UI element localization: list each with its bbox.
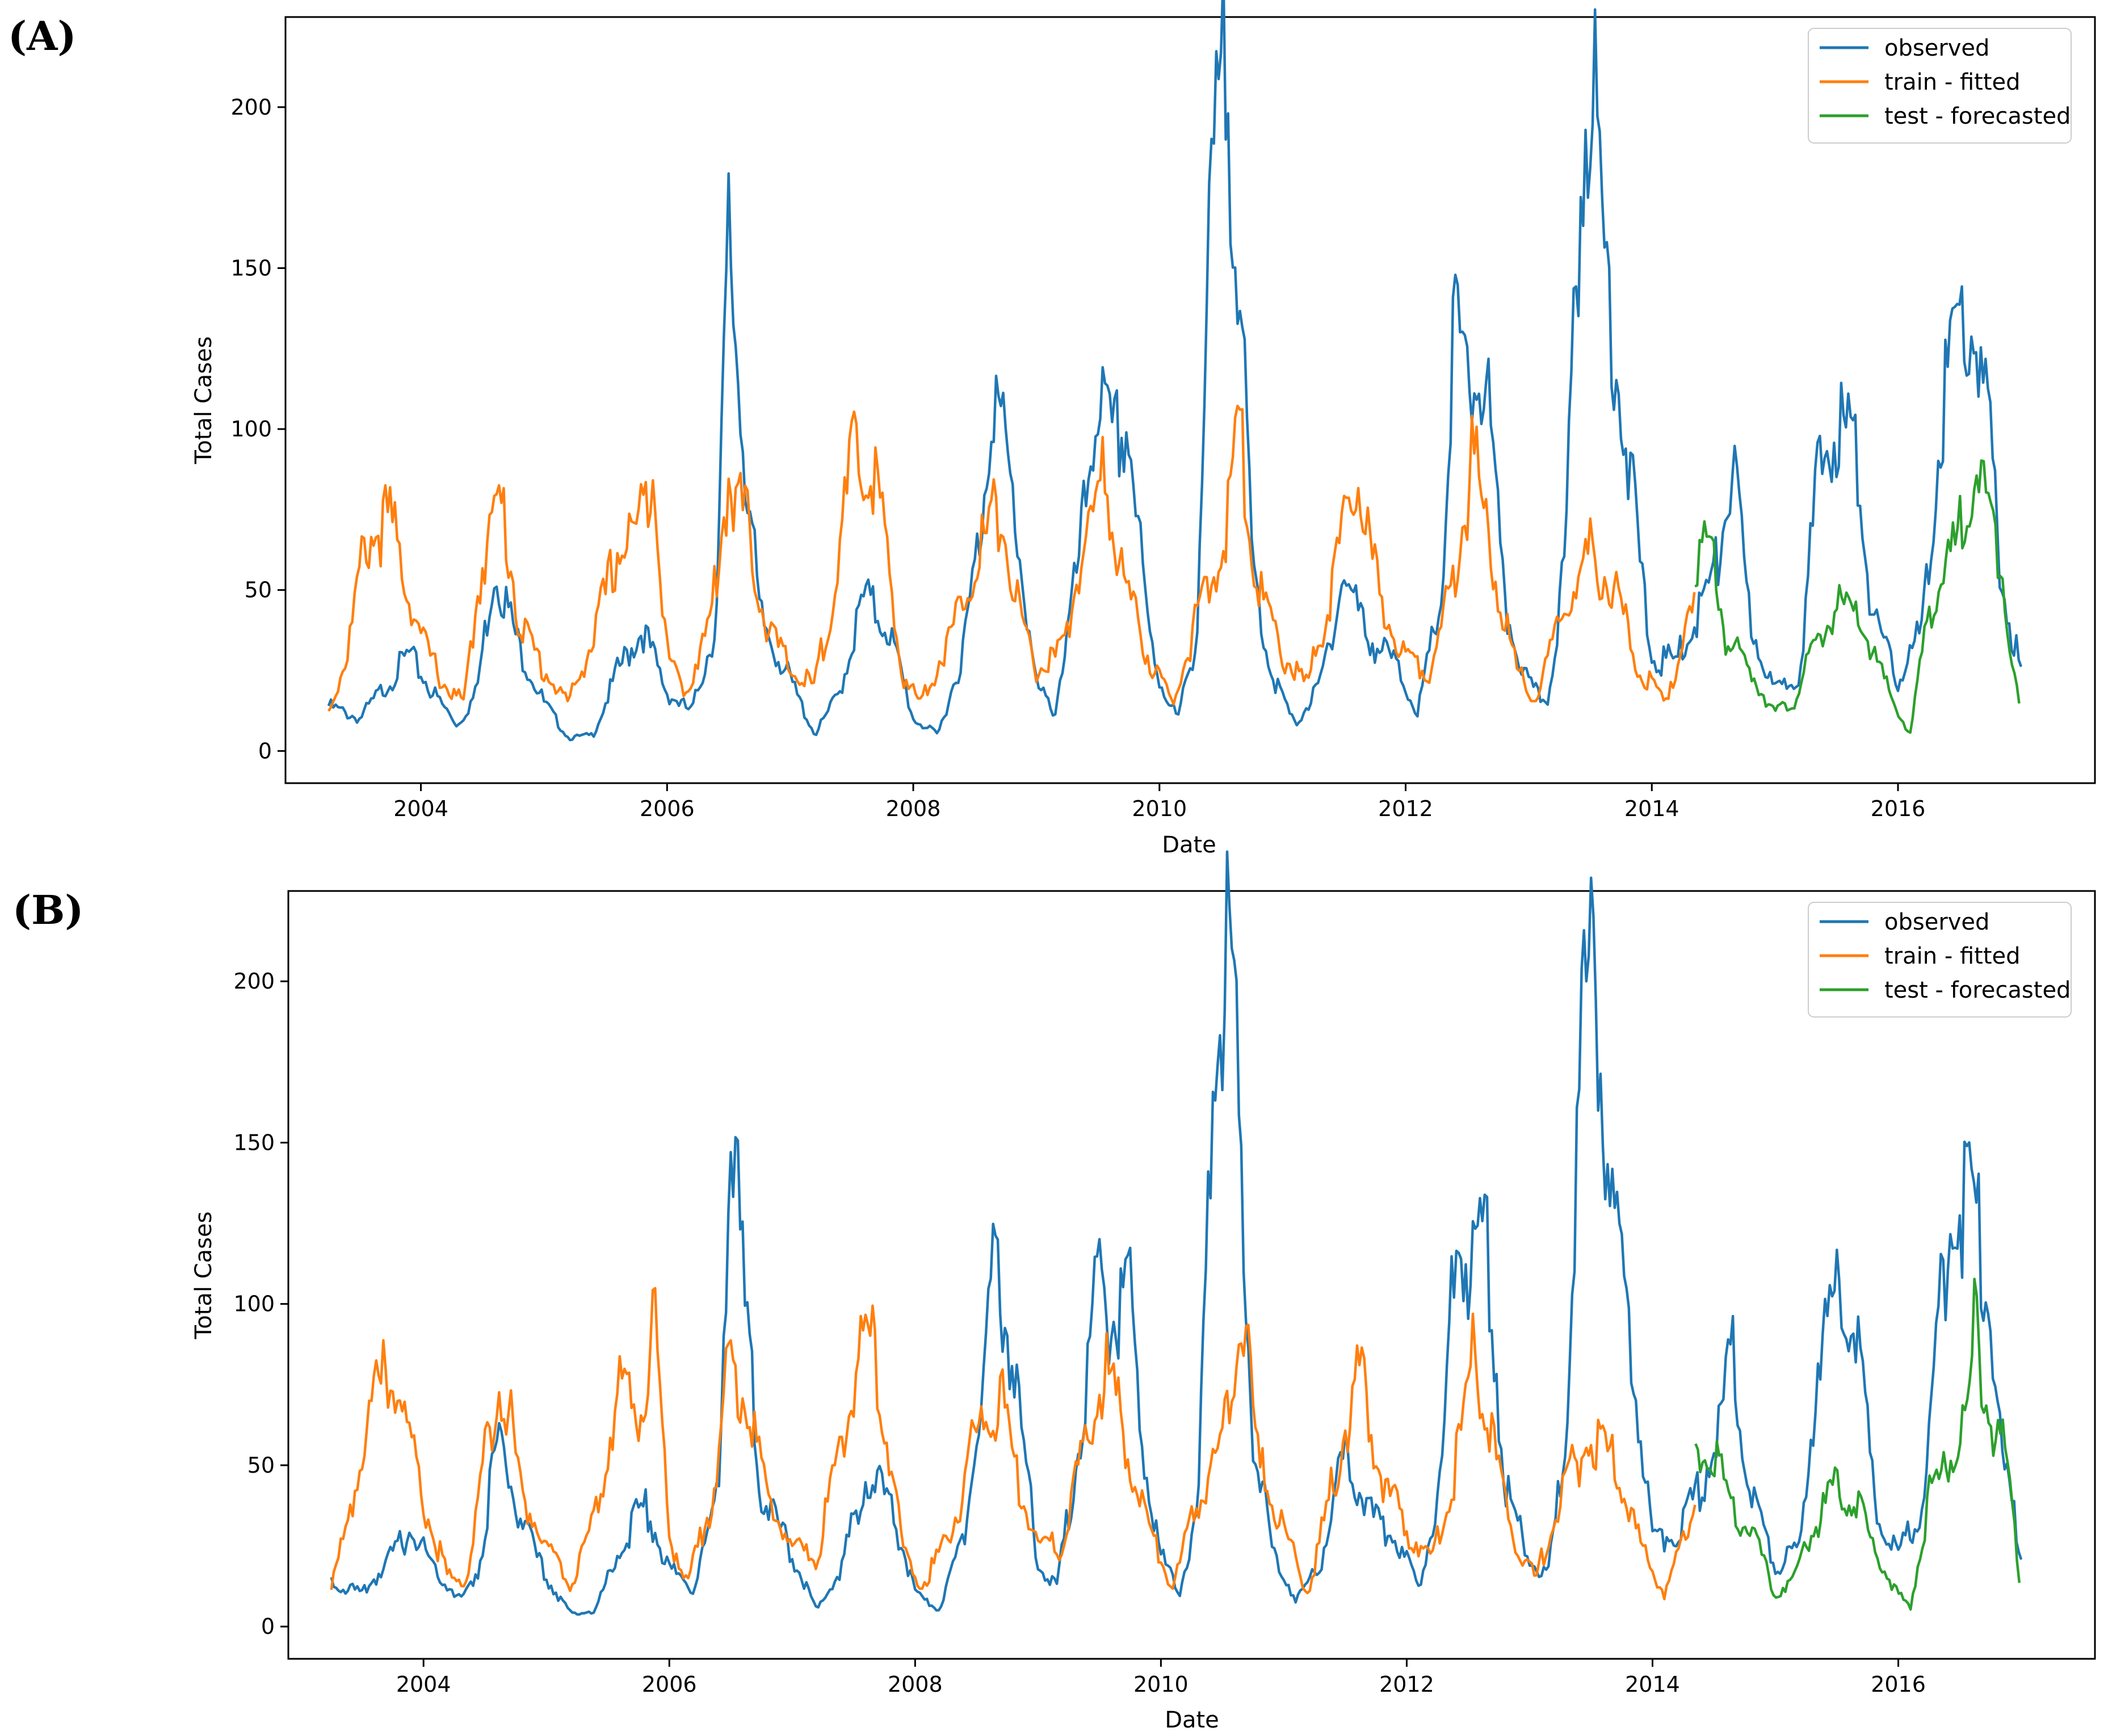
- series-lines: [330, 850, 2023, 1616]
- x-tick-label: 2008: [888, 1672, 943, 1697]
- x-tick-label: 2012: [1379, 1672, 1434, 1697]
- series-line-train-fitted: [327, 405, 1696, 712]
- legend-label-test-forecasted: test - forecasted: [1884, 103, 2071, 129]
- x-tick-label: 2012: [1378, 796, 1433, 821]
- legend: observed train - fitted test - forecaste…: [1808, 28, 2072, 144]
- y-tick-label: 100: [230, 417, 272, 442]
- legend-label-observed: observed: [1884, 909, 1989, 935]
- x-axis-ticks: 2004 2006 2008 2010 2012 2014 2016: [396, 1659, 1926, 1697]
- y-axis-ticks: 0 50 100 150 200: [230, 95, 285, 763]
- legend-label-observed: observed: [1884, 35, 1989, 61]
- panel-a-label: (A): [8, 12, 77, 60]
- plot-area-frame: [284, 16, 2096, 784]
- x-tick-label: 2004: [396, 1672, 451, 1697]
- y-axis-ticks: 0 50 100 150 200: [233, 969, 288, 1639]
- y-axis-label: Total Cases: [191, 1212, 217, 1340]
- series-line-test-forecasted: [1694, 459, 2021, 734]
- legend-box: [1808, 902, 2072, 1018]
- y-tick-label: 100: [233, 1292, 275, 1317]
- series-line-test-forecasted: [1694, 1277, 2021, 1611]
- panel-b-label: (B): [12, 886, 83, 934]
- x-tick-label: 2014: [1625, 1672, 1680, 1697]
- x-tick-label: 2004: [393, 796, 448, 821]
- series-line-observed: [330, 850, 2023, 1616]
- series-line-observed: [327, 0, 2023, 742]
- y-tick-label: 200: [230, 95, 272, 120]
- x-tick-label: 2006: [642, 1672, 697, 1697]
- y-tick-label: 150: [233, 1130, 275, 1155]
- panel-a: (A) 2004 2006 2008 2010 2012 2014 2016 0 50 100 1…: [8, 0, 2096, 858]
- y-tick-label: 50: [245, 578, 272, 603]
- x-axis-ticks: 2004 2006 2008 2010 2012 2014 2016: [393, 783, 1925, 821]
- x-tick-label: 2016: [1871, 1672, 1926, 1697]
- legend: observed train - fitted test - forecaste…: [1808, 902, 2072, 1018]
- x-tick-label: 2008: [886, 796, 941, 821]
- x-axis-label: Date: [1165, 1707, 1219, 1733]
- x-tick-label: 2006: [640, 796, 695, 821]
- x-tick-label: 2014: [1624, 796, 1679, 821]
- panel-b: (B) 2004 2006 2008 2010 2012 2014 2016 0 50 100 1…: [12, 850, 2096, 1733]
- legend-box: [1808, 28, 2072, 144]
- x-tick-label: 2016: [1871, 796, 1926, 821]
- y-tick-label: 200: [233, 969, 275, 994]
- y-tick-label: 150: [230, 255, 272, 280]
- y-tick-label: 50: [247, 1453, 275, 1478]
- y-tick-label: 0: [261, 1614, 275, 1639]
- series-lines: [327, 0, 2023, 742]
- plot-area-frame: [287, 890, 2096, 1660]
- y-tick-label: 0: [258, 738, 272, 763]
- legend-label-train-fitted: train - fitted: [1884, 69, 2021, 95]
- x-tick-label: 2010: [1132, 796, 1187, 821]
- x-axis-label: Date: [1162, 832, 1216, 858]
- x-tick-label: 2010: [1133, 1672, 1189, 1697]
- legend-label-train-fitted: train - fitted: [1884, 943, 2021, 969]
- y-axis-label: Total Cases: [191, 337, 217, 465]
- legend-label-test-forecasted: test - forecasted: [1884, 977, 2071, 1003]
- series-line-train-fitted: [330, 1287, 1697, 1600]
